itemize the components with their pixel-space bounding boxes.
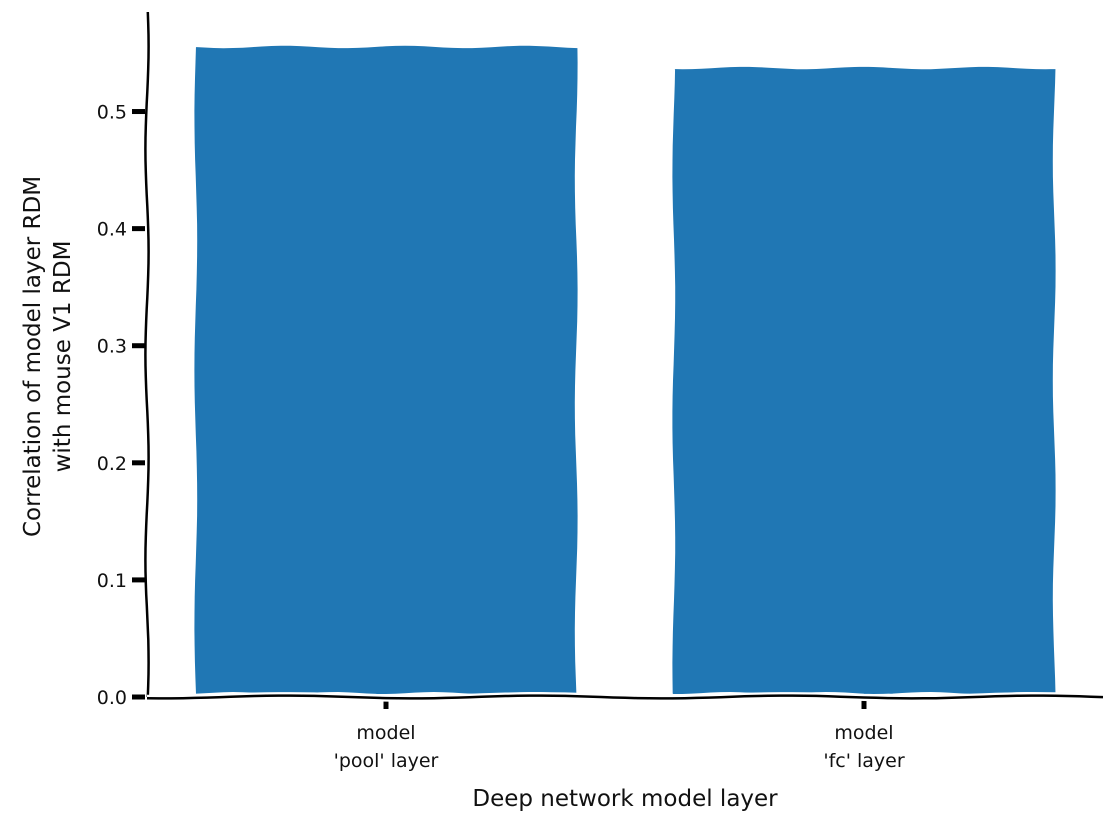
y-axis-title-line: with mouse V1 RDM [50, 241, 76, 473]
y-tick-label-1: 0.1 [97, 570, 127, 592]
y-tick-label-2: 0.2 [97, 453, 127, 475]
y-tick-label-3: 0.3 [97, 336, 127, 358]
bar-2 [669, 64, 1058, 697]
x-axis-spine [146, 694, 1104, 700]
y-axis-spine [144, 11, 150, 698]
y-tick-label-0: 0.0 [97, 687, 127, 709]
x-tick-label-line: 'pool' layer [334, 750, 439, 772]
x-tick-label-1: model 'pool' layer [334, 722, 439, 772]
x-tick-label-line: model [834, 722, 893, 744]
labels-group: model 'pool' layer model 'fc' layer 0.0 0.1 0.… [20, 102, 905, 812]
x-tick-label-line: model [356, 722, 415, 744]
y-axis-title-line: Correlation of model layer RDM [20, 176, 46, 537]
x-axis-title: Deep network model layer [472, 786, 778, 812]
bars-group [192, 43, 1058, 697]
bar-1 [192, 43, 580, 697]
y-tick-label-5: 0.5 [97, 102, 127, 124]
x-tick-label-line: 'fc' layer [823, 750, 904, 772]
y-axis-title: Correlation of model layer RDM with mouse… [20, 176, 76, 537]
axes-group [132, 11, 1104, 709]
y-tick-label-4: 0.4 [97, 219, 127, 241]
x-tick-label-2: model 'fc' layer [823, 722, 904, 772]
